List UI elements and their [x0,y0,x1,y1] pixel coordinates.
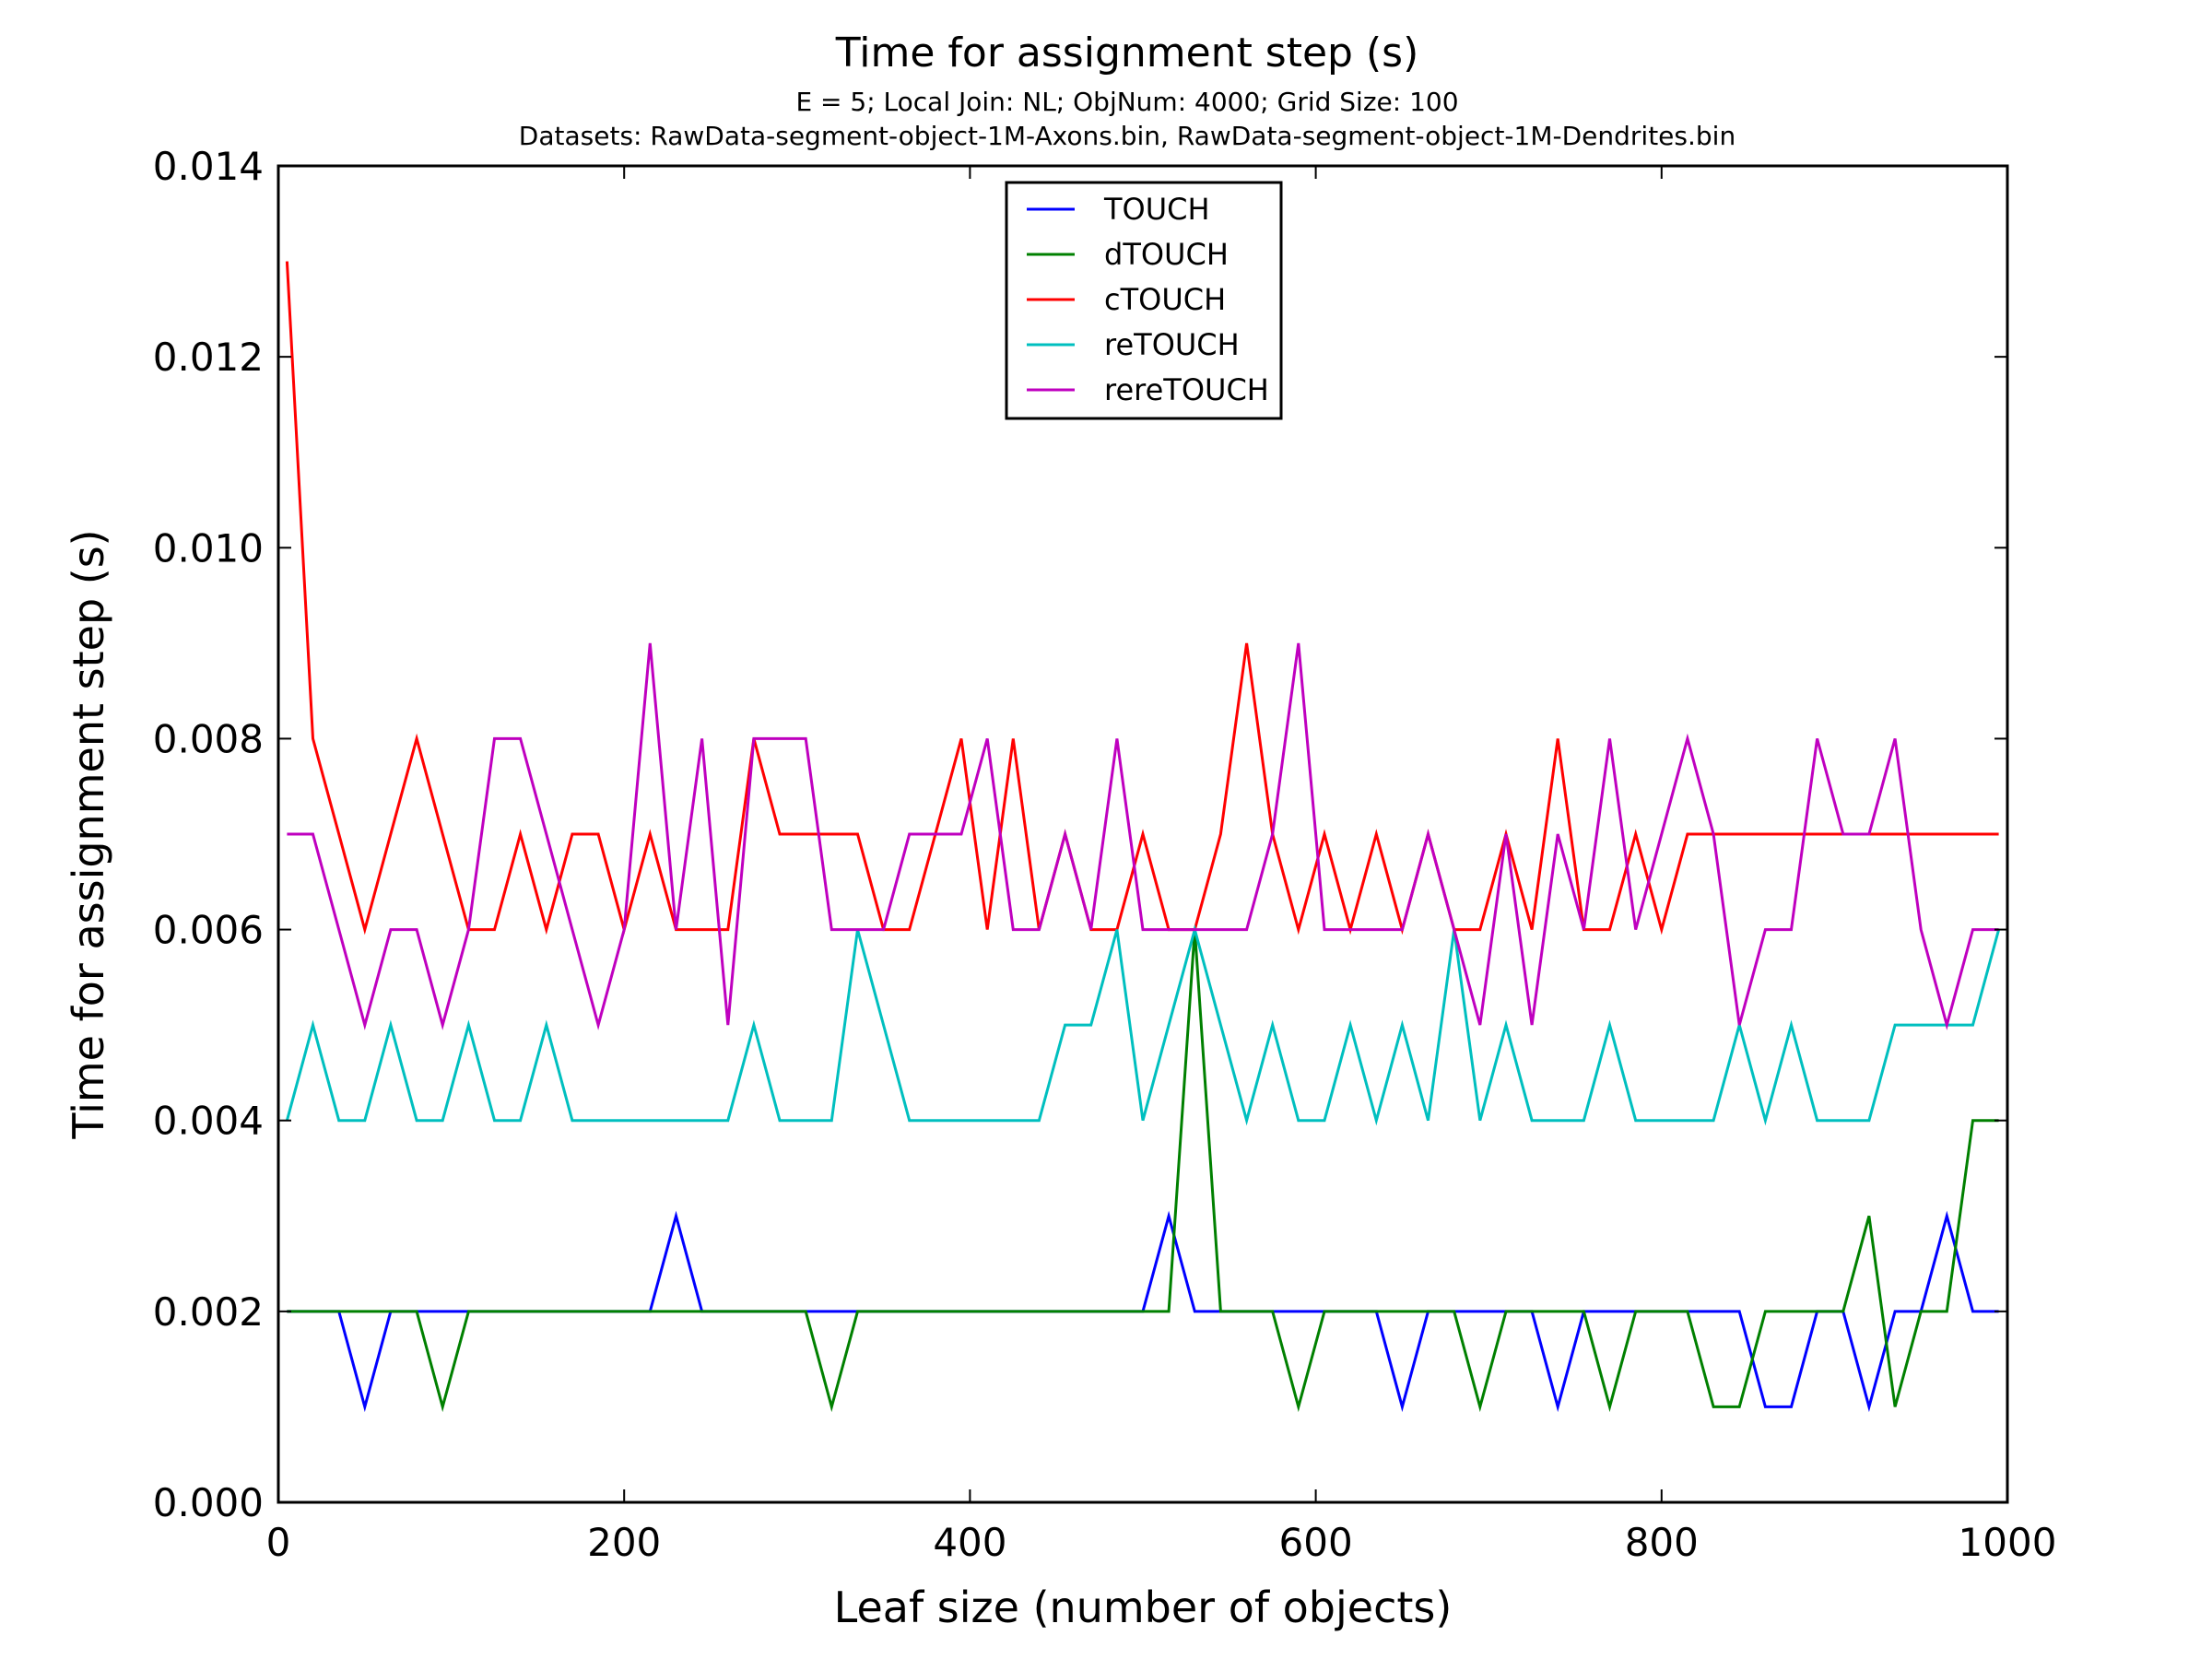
x-tick-label-2: 400 [933,1520,1006,1565]
legend-label-retouch: reTOUCH [1104,327,1240,362]
y-tick-label-0: 0.000 [153,1480,264,1525]
plot-frame [276,164,2009,1504]
y-tick-label-6: 0.012 [153,335,264,380]
series-line-retouch [285,924,2001,1126]
y-tick-label-5: 0.010 [153,525,264,571]
chart-subtitle-line-1: E = 5; Local Join: NL; ObjNum: 4000; Gri… [795,87,1458,117]
legend-label-ctouch: cTOUCH [1104,282,1226,317]
chart-title: Time for assignment step (s) [835,29,1418,76]
y-tick-label-3: 0.006 [153,908,264,953]
legend-label-touch: TOUCH [1103,192,1210,227]
chart-subtitle-line-2: Datasets: RawData-segment-object-1M-Axon… [519,121,1735,151]
ticks-layer: 0 200 400 600 800 1000 0.000 0.002 0.004 0.006 0.0… [153,144,2057,1565]
y-axis-label: Time for assignment step (s) [64,529,113,1139]
y-tick-label-7: 0.014 [153,144,264,189]
series-line-reretouch [287,642,1999,1030]
y-tick-label-1: 0.002 [153,1289,264,1335]
x-tick-label-0: 0 [266,1520,291,1565]
series-layer [285,261,2001,1413]
x-tick-label-1: 200 [587,1520,661,1565]
x-axis-label: Leaf size (number of objects) [834,1583,1453,1632]
x-tick-label-3: 600 [1279,1520,1353,1565]
legend: TOUCH dTOUCH cTOUCH reTOUCH rereTOUCH [1005,181,1283,420]
y-tick-label-4: 0.008 [153,716,264,761]
legend-label-reretouch: rereTOUCH [1104,372,1269,407]
series-line-dtouch [287,929,1999,1413]
legend-label-dtouch: dTOUCH [1104,237,1229,272]
x-tick-label-4: 800 [1625,1520,1699,1565]
y-tick-label-2: 0.004 [153,1099,264,1144]
x-tick-label-5: 1000 [1959,1520,2057,1565]
